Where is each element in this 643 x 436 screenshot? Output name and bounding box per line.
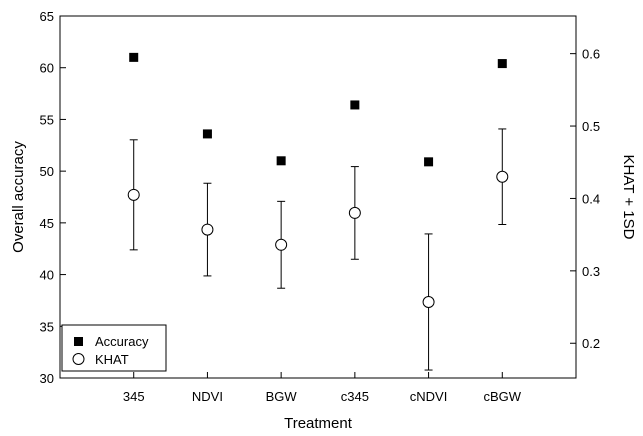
accuracy-point: [497, 59, 507, 69]
x-tick-label: NDVI: [192, 389, 223, 404]
y-tick-label: 35: [40, 319, 54, 334]
accuracy-point: [129, 52, 139, 62]
khat-point: [348, 206, 361, 219]
y-axis-title: Overall accuracy: [10, 141, 27, 253]
y-tick-label: 55: [40, 112, 54, 127]
y-tick-label: 60: [40, 61, 54, 76]
y2-tick-label: 0.5: [582, 119, 600, 134]
x-tick-label: 345: [123, 389, 145, 404]
legend-khat-label: KHAT: [95, 352, 129, 367]
legend-accuracy-marker: [74, 337, 83, 346]
accuracy-point: [350, 100, 360, 110]
y2-tick-label: 0.4: [582, 191, 600, 206]
y-tick-label: 50: [40, 164, 54, 179]
x-tick-label: BGW: [266, 389, 298, 404]
khat-point: [275, 238, 288, 251]
x-tick-label: c345: [341, 389, 369, 404]
legend-accuracy-label: Accuracy: [95, 334, 149, 349]
y2-tick-label: 0.3: [582, 264, 600, 279]
plot-area: 30 35 40 45 50 55 60 65 0.2 0.3 0.4 0.5 0.6 345 NDVI BG…: [10, 9, 637, 432]
accuracy-point: [276, 156, 286, 166]
y2-axis-title: KHAT + 1SD: [620, 155, 637, 240]
y-tick-label: 40: [40, 268, 54, 283]
khat-point: [201, 223, 214, 236]
accuracy-point: [424, 157, 434, 167]
khat-point: [127, 188, 140, 201]
y2-tick-label: 0.6: [582, 47, 600, 62]
x-axis-title: Treatment: [284, 415, 353, 432]
khat-point: [496, 170, 509, 183]
y-tick-label: 65: [40, 9, 54, 24]
x-tick-label: cNDVI: [410, 389, 448, 404]
y-tick-label: 30: [40, 371, 54, 386]
x-tick-label: cBGW: [484, 389, 522, 404]
y-tick-label: 45: [40, 216, 54, 231]
y2-tick-label: 0.2: [582, 336, 600, 351]
khat-point: [422, 295, 435, 308]
plot-frame: [59, 15, 577, 379]
accuracy-point: [202, 129, 212, 139]
legend-khat-marker: [72, 353, 85, 365]
